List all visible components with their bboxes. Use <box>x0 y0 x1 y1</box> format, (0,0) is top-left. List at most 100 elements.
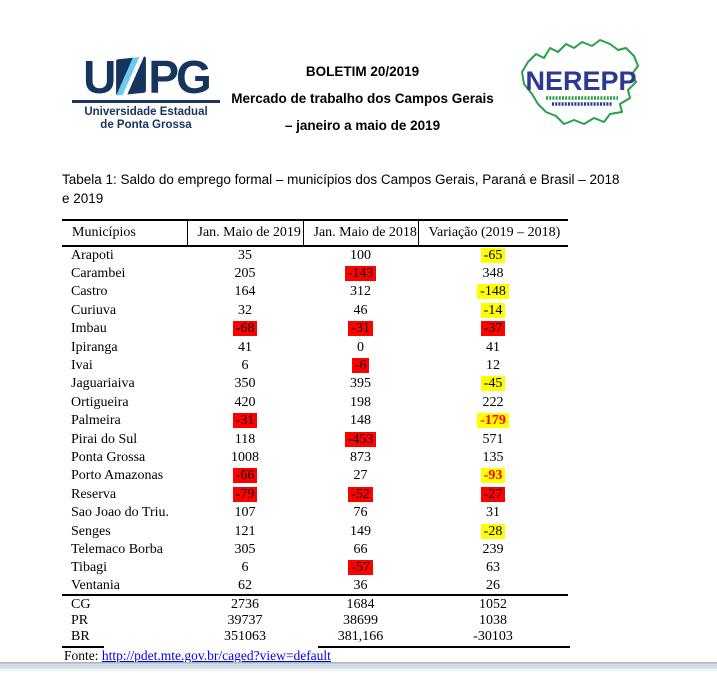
value-2019-cell: 205 <box>234 266 256 282</box>
table-row: Porto Amazonas -66 27 -93 <box>62 467 568 485</box>
table-row: Sao Joao do Triu. 107 76 31 <box>62 503 568 521</box>
value-2019-cell: 2736 <box>187 594 303 612</box>
bulletin-title-line2: Mercado de trabalho dos Campos Gerais <box>231 91 494 106</box>
value-2019-cell: 350 <box>234 376 256 392</box>
employment-table: Municípios Jan. Maio de 2019 Jan. Maio d… <box>62 219 568 645</box>
municipality-cell: Ventania <box>71 578 120 594</box>
highlighted-value: -79 <box>232 486 258 502</box>
variation-cell: -65 <box>418 246 568 264</box>
value-2018-cell: 198 <box>350 394 371 410</box>
value-2019-cell: 6 <box>241 358 249 374</box>
table-row: Carambei 205 -143 348 <box>62 264 568 282</box>
municipality-cell: Ponta Grossa <box>71 449 146 465</box>
table-row: Reserva -79 -52 -27 <box>62 485 568 503</box>
value-2018-cell: -143 <box>303 264 418 282</box>
value-2018-cell: 27 <box>353 468 368 484</box>
value-2019-cell: 39737 <box>227 612 263 628</box>
value-2018-cell: 873 <box>350 449 371 465</box>
value-2019-cell: 35 <box>238 248 252 264</box>
highlighted-value: -148 <box>477 284 509 300</box>
highlighted-value: -68 <box>232 321 258 337</box>
source-line: Fonte: http://pdet.mte.gov.br/caged?view… <box>64 648 331 664</box>
municipality-cell: Senges <box>71 523 111 539</box>
table-row: Castro 164 312 -148 <box>62 283 568 301</box>
value-2018-cell: 148 <box>350 413 371 429</box>
value-2019-cell: 121 <box>234 523 256 539</box>
source-link[interactable]: http://pdet.mte.gov.br/caged?view=defaul… <box>101 648 331 663</box>
highlighted-value: -28 <box>480 523 506 539</box>
value-2018-cell: -6 <box>303 356 418 374</box>
value-2019-cell: 6 <box>241 560 249 576</box>
value-2019-cell: 351063 <box>224 629 266 645</box>
table-row: Ivai 6 -6 12 <box>62 356 568 374</box>
table-row: Telemaco Borba 305 66 239 <box>62 540 568 558</box>
table-caption-line2: e 2019 <box>62 190 104 206</box>
table-row: Ortigueira 420 198 222 <box>62 393 568 411</box>
highlighted-value: -45 <box>480 376 506 392</box>
municipality-cell: Tibagi <box>71 560 108 576</box>
variation-cell: -14 <box>418 301 568 319</box>
value-2018-cell: 149 <box>350 523 371 539</box>
table-row: Jaguariaiva 350 395 -45 <box>62 375 568 393</box>
uepg-wordmark-right: PG <box>148 51 211 103</box>
value-2019-cell: 164 <box>234 284 256 300</box>
value-2019-cell: 1008 <box>231 449 259 465</box>
municipality-cell: Arapoti <box>71 248 114 264</box>
municipality-cell: Carambei <box>71 266 126 282</box>
value-2019-cell: 305 <box>234 541 256 557</box>
table-row: Ponta Grossa 1008 873 135 <box>62 448 568 466</box>
municipality-cell: PR <box>71 612 89 628</box>
totals-row: BR 351063 381,166 -30103 <box>62 628 568 645</box>
municipality-cell: Ivai <box>71 358 93 374</box>
variation-cell: 571 <box>482 431 504 447</box>
value-2018-cell: 76 <box>353 505 368 521</box>
value-2018-cell: 1684 <box>303 594 418 612</box>
variation-cell: 239 <box>482 541 504 557</box>
variation-cell: 1038 <box>479 612 507 628</box>
value-2018-cell: 100 <box>350 248 371 264</box>
value-2019-cell: 32 <box>238 302 252 318</box>
variation-cell: 63 <box>486 560 500 576</box>
uepg-divider <box>72 100 220 103</box>
table-header-row: Municípios Jan. Maio de 2019 Jan. Maio d… <box>62 219 568 247</box>
municipality-cell: Pirai do Sul <box>71 431 138 447</box>
highlighted-value: -179 <box>477 413 509 429</box>
highlighted-value: -66 <box>232 468 258 484</box>
uepg-flag-icon <box>116 55 147 96</box>
variation-cell: -179 <box>418 412 568 430</box>
value-2018-cell: -57 <box>303 559 418 577</box>
uepg-logo: U PG Universidade Estadual de Ponta Gros… <box>70 51 222 132</box>
value-2018-cell: 395 <box>350 376 371 392</box>
variation-cell: 348 <box>482 266 504 282</box>
variation-cell: -45 <box>418 375 568 393</box>
totals-row: CG 2736 1684 1052 <box>62 594 568 612</box>
bulletin-title-line3: – janeiro a maio de 2019 <box>284 118 441 133</box>
table-row: Pirai do Sul 118 -453 571 <box>62 430 568 448</box>
value-2019-cell: -31 <box>187 412 303 430</box>
value-2018-cell: -52 <box>303 485 418 503</box>
bulletin-title-block: BOLETIM 20/2019 Mercado de trabalho dos … <box>205 58 520 139</box>
value-2018-cell: 0 <box>357 339 364 355</box>
variation-cell: -30103 <box>473 629 513 645</box>
value-2019-cell: 118 <box>234 431 256 447</box>
variation-cell: 41 <box>486 339 500 355</box>
highlighted-value: -14 <box>480 302 506 318</box>
totals-row: PR 39737 38699 1038 <box>62 612 568 629</box>
column-header-2019: Jan. Maio de 2019 <box>187 219 304 247</box>
municipality-cell: Reserva <box>71 486 117 502</box>
table-bottom-line-right <box>318 646 570 648</box>
highlighted-value: -143 <box>344 266 377 282</box>
table-row: Ventania 62 36 26 <box>62 577 568 595</box>
table-row: Imbau -68 -31 -37 <box>62 320 568 338</box>
value-2019-cell: -79 <box>187 485 303 503</box>
municipality-cell: Palmeira <box>71 413 121 429</box>
table-row: Tibagi 6 -57 63 <box>62 559 568 577</box>
value-2019-cell: 62 <box>238 578 252 594</box>
highlighted-value: -93 <box>480 468 506 484</box>
uepg-wordmark-left: U <box>83 51 116 103</box>
municipality-cell: Ortigueira <box>71 394 129 410</box>
value-2018-cell: 312 <box>350 284 371 300</box>
table-bottom-line-left <box>62 646 104 648</box>
table-row: Curiuva 32 46 -14 <box>62 301 568 319</box>
value-2018-cell: 36 <box>353 578 368 594</box>
